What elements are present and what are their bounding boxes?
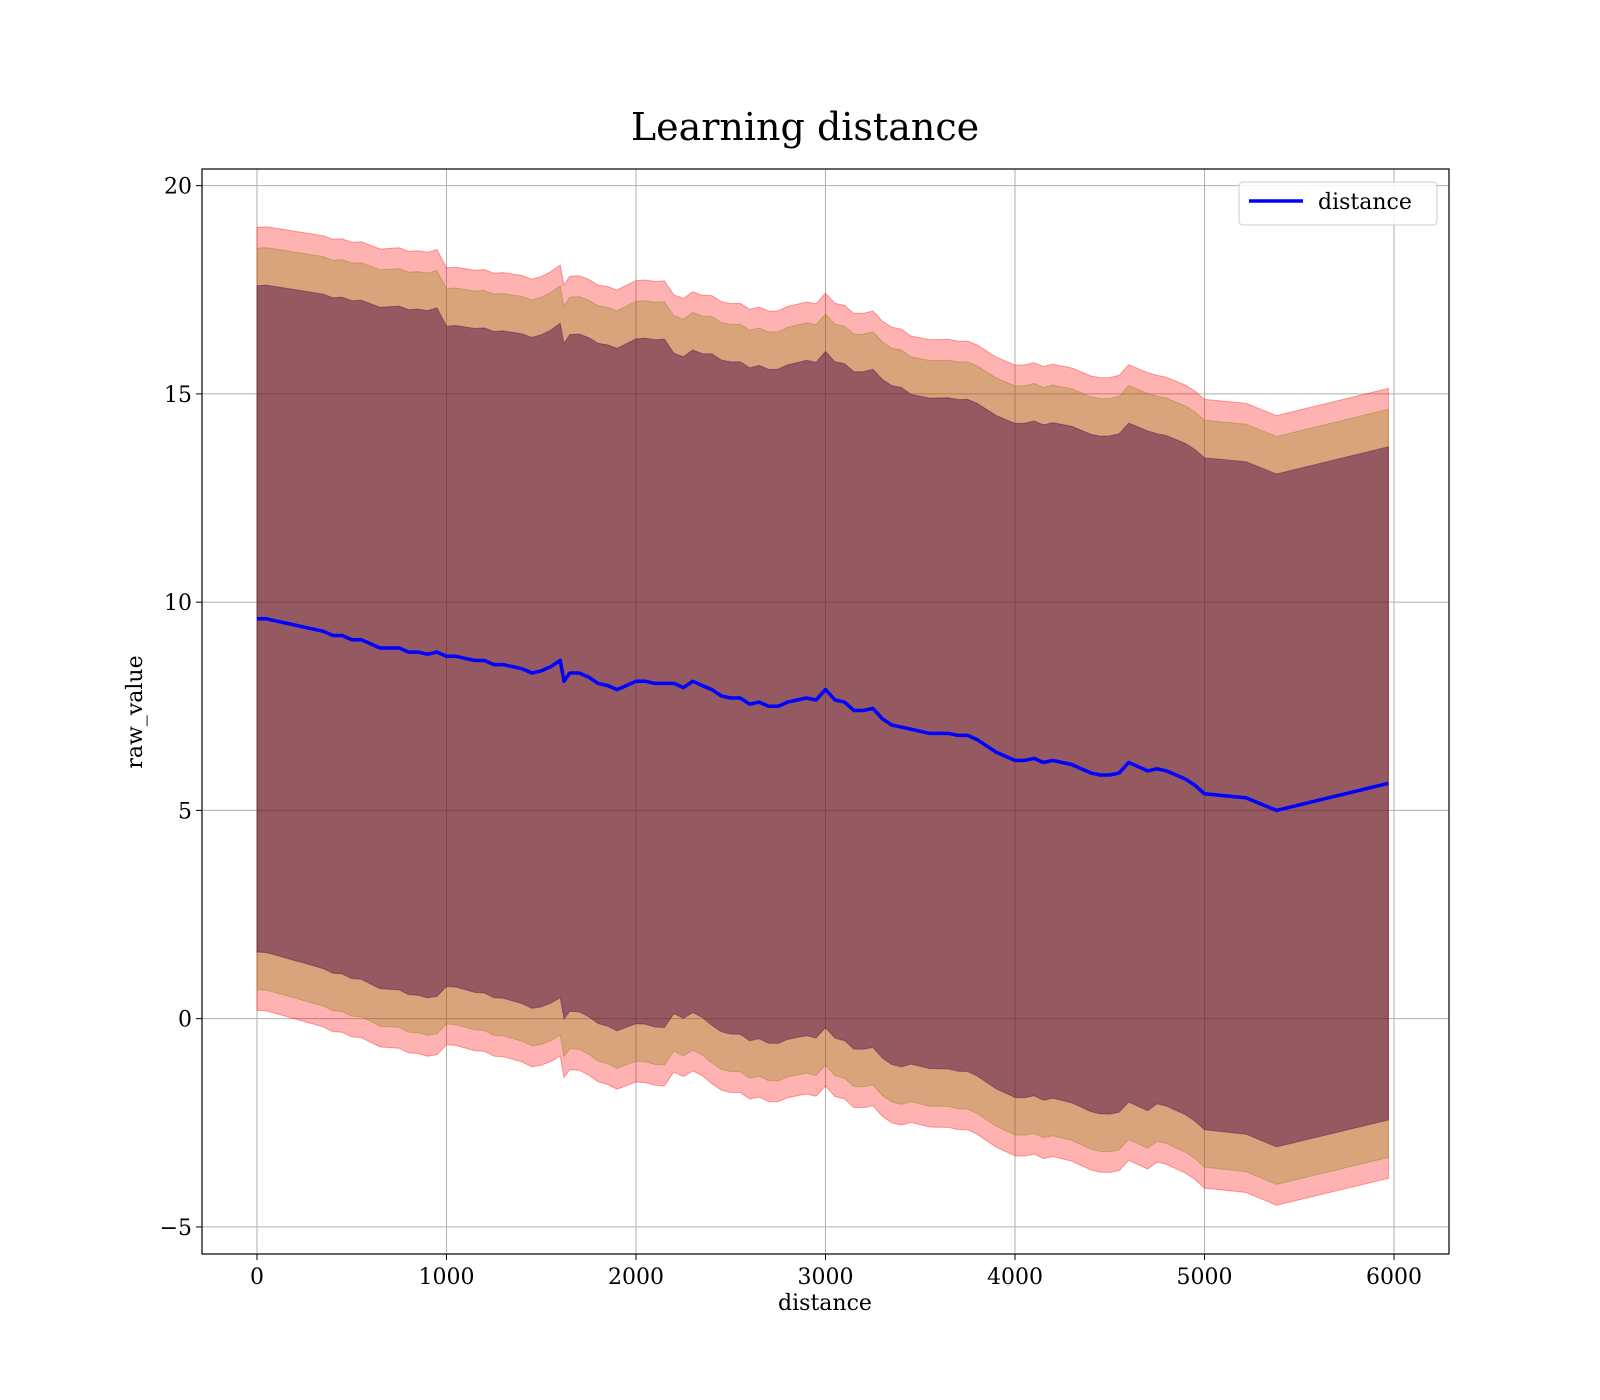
confidence-bands: [256, 226, 1389, 1206]
series-lines: [257, 617, 1389, 813]
x-tick-label: 0: [250, 1265, 264, 1290]
x-tick-label: 3000: [798, 1265, 854, 1290]
y-tick-label: −5: [160, 1216, 192, 1241]
y-tick-label: 20: [164, 175, 192, 200]
x-axis-ticks: 0 1000 2000 3000 4000 5000 6000: [250, 1254, 1422, 1290]
legend-box: [1238, 181, 1438, 226]
y-axis-ticks: −5 0 5 10 15 20: [160, 175, 202, 1241]
legend-label: distance: [1318, 190, 1412, 215]
middle-band: [256, 247, 1389, 1185]
distance-line: [257, 617, 1389, 813]
inner-band: [256, 284, 1389, 1148]
x-tick-label: 2000: [608, 1265, 664, 1290]
y-tick-label: 15: [164, 383, 192, 408]
y-tick-label: 5: [178, 799, 192, 824]
chart-title: Learning distance: [631, 105, 979, 149]
x-tick-label: 5000: [1177, 1265, 1233, 1290]
x-tick-label: 1000: [418, 1265, 474, 1290]
y-tick-label: 0: [178, 1008, 192, 1033]
x-axis-title: distance: [778, 1291, 872, 1316]
y-axis-title: raw_value: [123, 655, 148, 768]
x-tick-label: 4000: [987, 1265, 1043, 1290]
legend: distance: [1238, 181, 1438, 226]
outer-band: [256, 226, 1389, 1206]
x-tick-label: 6000: [1366, 1265, 1422, 1290]
y-tick-label: 10: [164, 591, 192, 616]
